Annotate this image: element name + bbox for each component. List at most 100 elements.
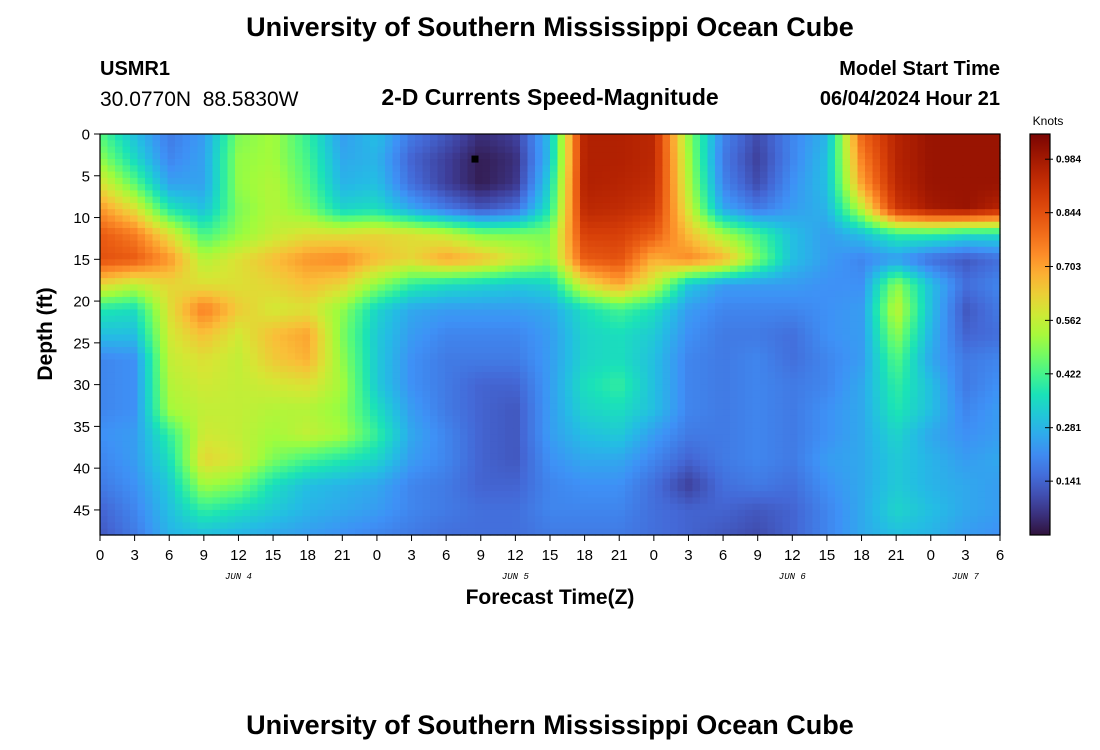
heatmap-cell [535,134,544,141]
heatmap-cell [887,240,896,248]
heatmap-cell [670,384,679,392]
heatmap-cell [790,340,799,348]
heatmap-cell [482,134,491,141]
heatmap-cell [512,202,521,210]
heatmap-cell [242,353,251,361]
heatmap-cell [985,334,994,342]
heatmap-cell [790,227,799,235]
heatmap-cell [505,315,514,323]
heatmap-cell [250,321,259,329]
heatmap-cell [775,152,784,160]
heatmap-cell [872,271,881,279]
heatmap-cell [797,372,806,379]
heatmap-cell [497,290,506,298]
heatmap-cell [580,140,589,148]
heatmap-cell [812,165,821,173]
heatmap-cell [850,190,859,198]
heatmap-cell [347,372,356,379]
heatmap-cell [662,215,671,223]
heatmap-cell [917,190,926,198]
heatmap-cell [722,184,731,191]
heatmap-cell [632,215,641,223]
heatmap-cell [647,334,656,342]
heatmap-cell [835,190,844,198]
heatmap-cell [407,190,416,198]
heatmap-cell [272,390,281,398]
heatmap-cell [400,296,409,304]
heatmap-cell [640,159,649,166]
heatmap-cell [160,340,169,348]
heatmap-cell [175,209,184,217]
heatmap-cell [940,246,949,254]
heatmap-cell [415,271,424,279]
heatmap-cell [707,134,716,141]
heatmap-cell [910,227,919,235]
heatmap-cell [677,152,686,160]
heatmap-cell [527,303,536,311]
heatmap-cell [100,278,109,285]
heatmap-cell [647,196,656,204]
heatmap-cell [977,177,986,185]
heatmap-cell [370,240,379,248]
heatmap-cell [782,378,791,386]
heatmap-cell [790,165,799,173]
heatmap-cell [130,165,139,173]
heatmap-cell [835,278,844,285]
heatmap-cell [287,372,296,379]
heatmap-cell [542,278,551,285]
heatmap-cell [220,340,229,348]
heatmap-cell [677,347,686,354]
heatmap-cell [872,165,881,173]
heatmap-cell [820,146,829,154]
heatmap-cell [325,259,334,267]
heatmap-cell [280,347,289,354]
heatmap-cell [565,278,574,285]
heatmap-cell [820,347,829,354]
heatmap-cell [835,265,844,273]
heatmap-cell [917,184,926,191]
heatmap-cell [527,190,536,198]
heatmap-cell [812,296,821,304]
heatmap-cell [167,284,176,292]
heatmap-cell [947,271,956,279]
heatmap-cell [820,171,829,179]
heatmap-cell [580,165,589,173]
heatmap-cell [295,328,304,336]
heatmap-cell [107,140,116,148]
heatmap-cell [415,315,424,323]
heatmap-cell [767,240,776,248]
heatmap-cell [790,328,799,336]
heatmap-cell [662,347,671,354]
heatmap-cell [130,190,139,198]
heatmap-cell [197,328,206,336]
heatmap-cell [295,340,304,348]
heatmap-cell [175,227,184,235]
heatmap-cell [497,240,506,248]
heatmap-cell [467,378,476,386]
heatmap-cell [962,240,971,248]
heatmap-cell [137,227,146,235]
heatmap-cell [332,290,341,298]
heatmap-cell [175,309,184,317]
heatmap-cell [242,321,251,329]
heatmap-cell [100,296,109,304]
heatmap-cell [422,259,431,267]
heatmap-cell [722,290,731,298]
heatmap-cell [332,146,341,154]
heatmap-cell [820,209,829,217]
heatmap-cell [580,271,589,279]
heatmap-cell [355,227,364,235]
heatmap-cell [827,221,836,229]
heatmap-cell [295,234,304,242]
heatmap-cell [790,253,799,260]
heatmap-cell [940,259,949,267]
heatmap-cell [497,146,506,154]
heatmap-cell [355,140,364,148]
heatmap-cell [970,171,979,179]
heatmap-cell [565,365,574,373]
heatmap-cell [460,284,469,292]
heatmap-cell [595,196,604,204]
heatmap-cell [107,227,116,235]
heatmap-cell [992,171,1001,179]
heatmap-cell [842,340,851,348]
